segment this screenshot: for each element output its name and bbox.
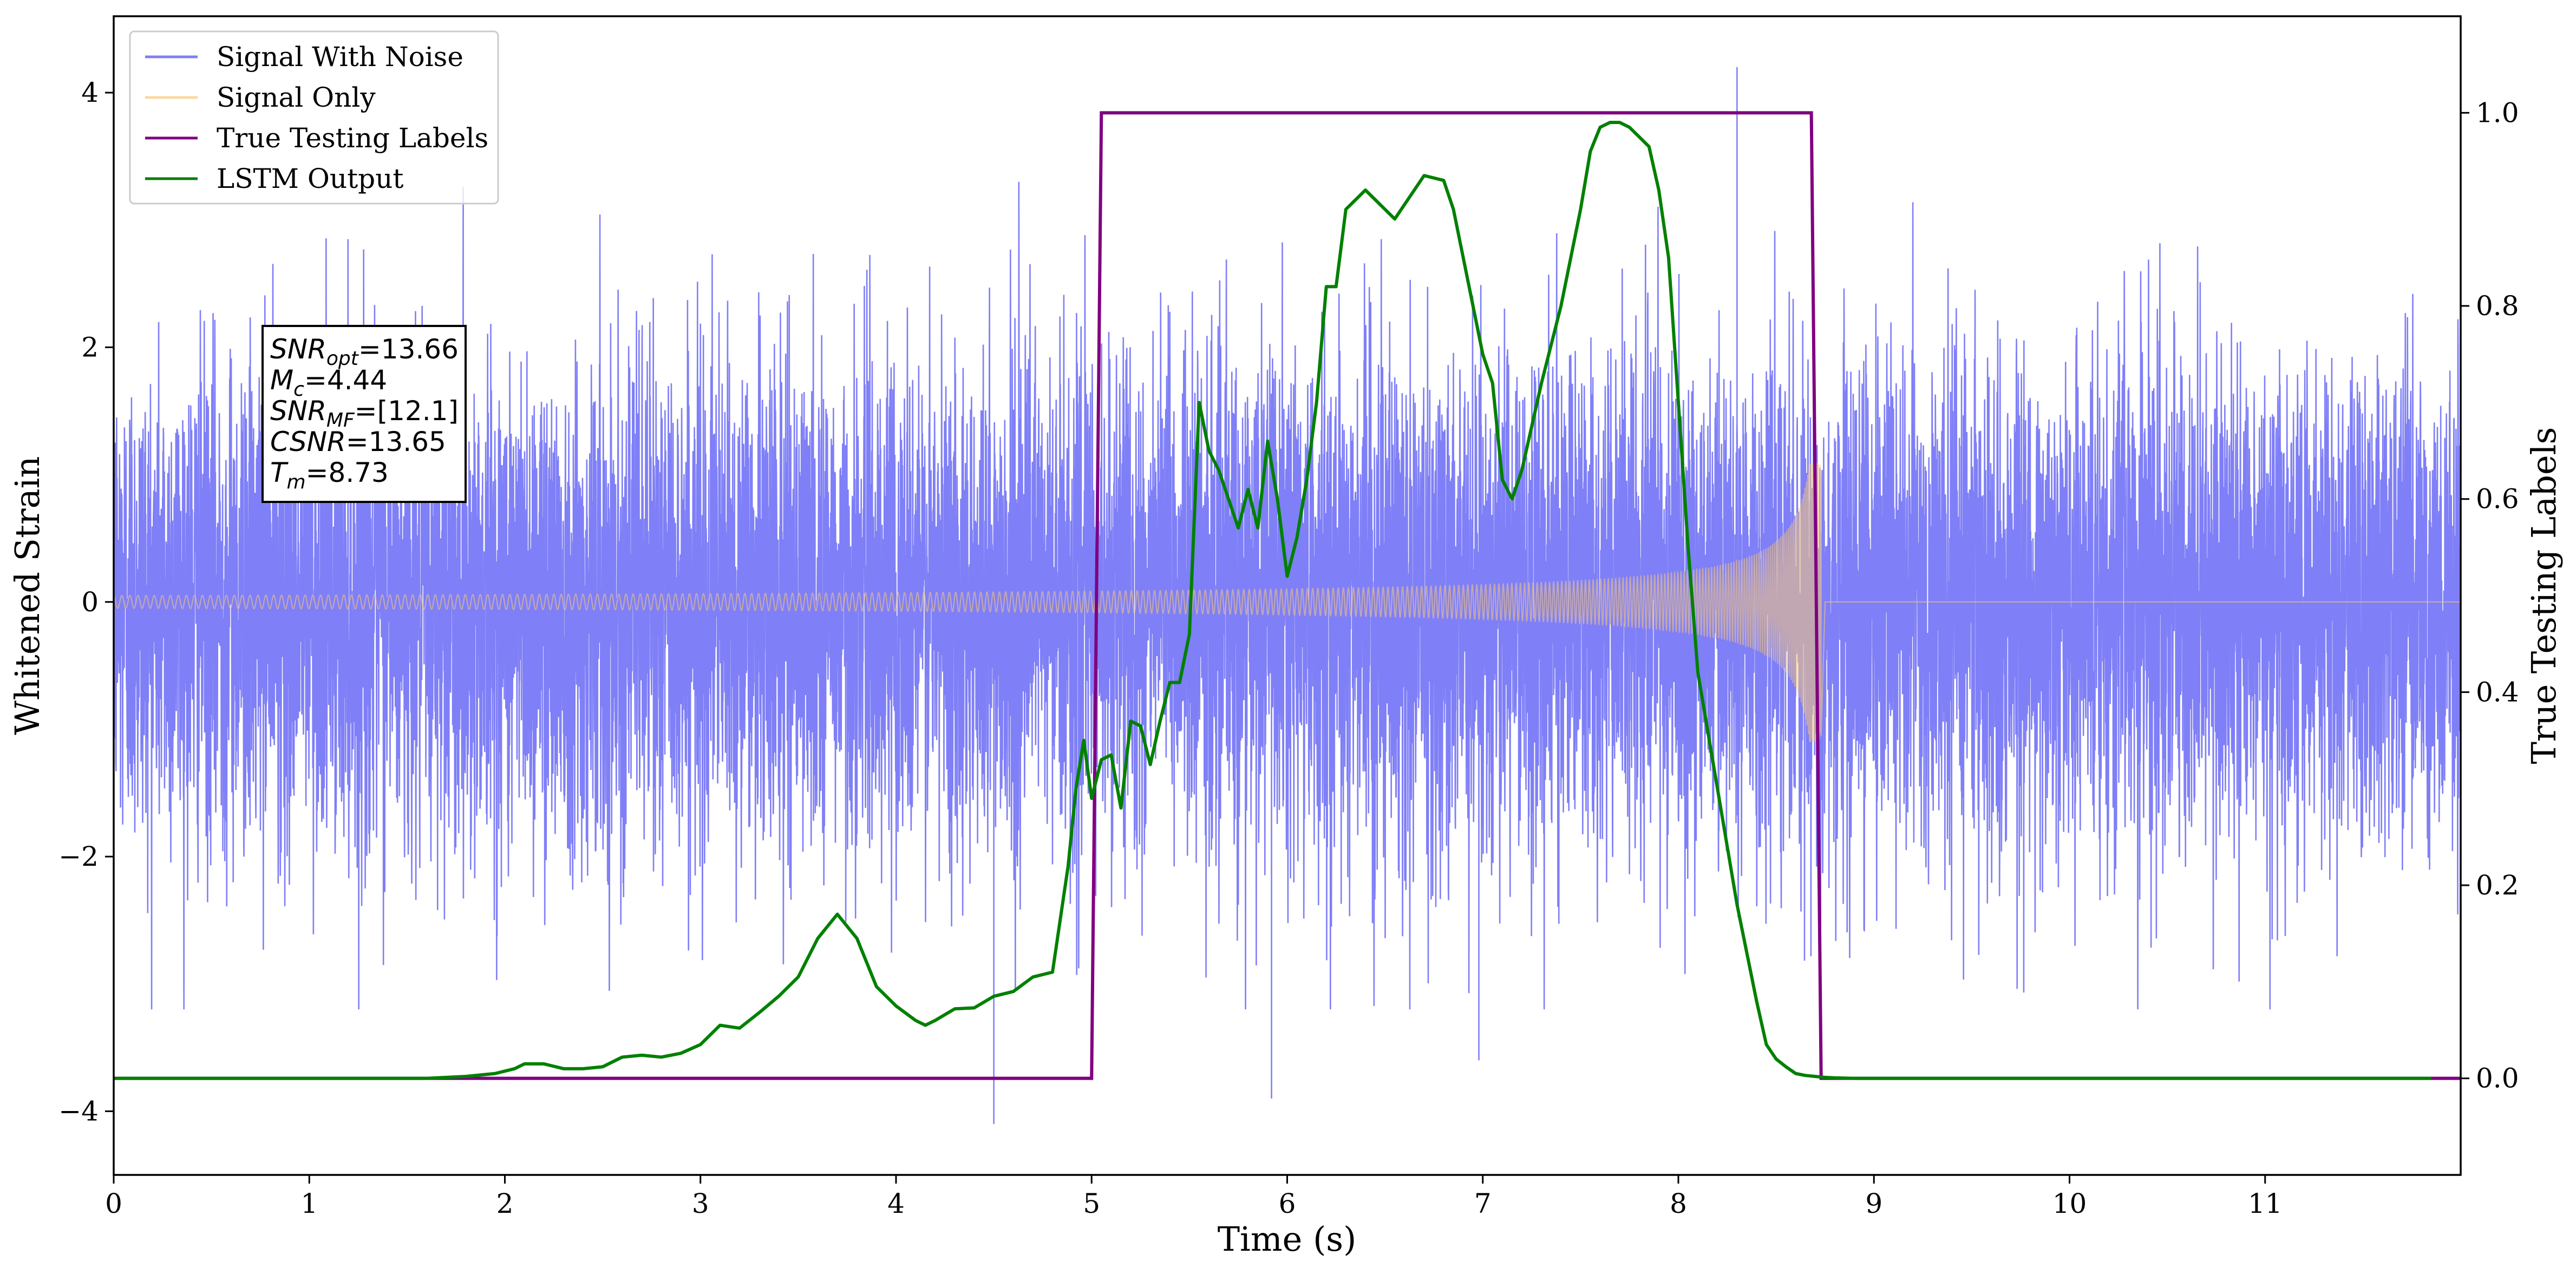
y-axis-label: Whitened Strain	[8, 456, 47, 735]
annotation-symbol: SNR	[270, 334, 326, 365]
legend-entry: Signal Only	[217, 82, 376, 113]
annotation-line: Tm=8.73	[270, 457, 389, 493]
y2-tick-label: 1.0	[2476, 97, 2519, 128]
annotation-value: =13.65	[346, 426, 446, 458]
annotation-symbol: CSNR	[270, 426, 346, 458]
annotation-subscript: opt	[326, 348, 359, 370]
x-tick-label: 6	[1279, 1188, 1296, 1219]
annotation-value: =[12.1]	[355, 395, 459, 427]
x-tick-label: 9	[1865, 1188, 1882, 1219]
y-axis-left: −4 −2 0 2 4	[58, 77, 114, 1127]
annotation-subscript: c	[293, 378, 304, 401]
x-tick-label: 8	[1670, 1188, 1687, 1219]
annotation-line: SNRMF=[12.1]	[270, 395, 459, 432]
annotation-subscript: MF	[326, 409, 355, 432]
annotation-value: =4.44	[304, 364, 387, 396]
annotation-value: =8.73	[306, 457, 389, 488]
annotation-symbol: SNR	[270, 395, 326, 427]
x-tick-label: 3	[692, 1188, 709, 1219]
y-tick-label: 4	[81, 77, 99, 108]
annotation-symbol: T	[270, 457, 289, 488]
x-tick-label: 5	[1083, 1188, 1100, 1219]
x-tick-label: 1	[300, 1188, 318, 1219]
x-tick-label: 0	[105, 1188, 122, 1219]
annotation-value: =13.66	[358, 334, 459, 365]
y-tick-label: 0	[81, 586, 99, 618]
y2-tick-label: 0.6	[2476, 484, 2519, 515]
y-tick-label: −2	[58, 841, 99, 872]
x-tick-label: 2	[496, 1188, 514, 1219]
x-tick-label: 4	[887, 1188, 905, 1219]
plot-series	[114, 67, 2461, 1124]
x-axis-label: Time (s)	[1218, 1219, 1357, 1259]
annotation-frame	[261, 325, 467, 503]
y-axis-right: 0.0 0.2 0.4 0.6 0.8 1.0	[2461, 97, 2519, 1094]
y2-tick-label: 0.0	[2476, 1063, 2519, 1094]
annotation-box: SNRopt=13.66Mc=4.44SNRMF=[12.1]CSNR=13.6…	[261, 325, 467, 503]
x-axis: 0 1 2 3 4 5 6 7 8 9 10 11	[105, 1175, 2283, 1219]
y-tick-label: −4	[58, 1095, 99, 1127]
legend-entry: True Testing Labels	[217, 122, 488, 154]
annotation-subscript: m	[287, 471, 306, 493]
legend: Signal With Noise Signal Only True Testing…	[129, 30, 499, 205]
y2-tick-label: 0.4	[2476, 676, 2519, 708]
legend-frame	[129, 30, 499, 205]
series-lstm-output	[114, 121, 2431, 1080]
annotation-line: Mc=4.44	[270, 364, 387, 401]
legend-entry: Signal With Noise	[217, 41, 463, 73]
x-tick-label: 10	[2052, 1188, 2087, 1219]
annotation-line: SNRopt=13.66	[270, 334, 459, 370]
annotation-symbol: M	[270, 364, 293, 396]
y2-tick-label: 0.2	[2476, 870, 2519, 901]
series-signal-only	[114, 462, 2461, 742]
y-tick-label: 2	[81, 331, 99, 363]
legend-entry: LSTM Output	[217, 163, 403, 194]
annotation-line: CSNR=13.65	[270, 426, 446, 458]
x-tick-label: 7	[1474, 1188, 1492, 1219]
x-tick-label: 11	[2248, 1188, 2283, 1219]
y2-tick-label: 0.8	[2476, 290, 2519, 322]
y2-axis-label: True Testing Labels	[2524, 427, 2564, 765]
